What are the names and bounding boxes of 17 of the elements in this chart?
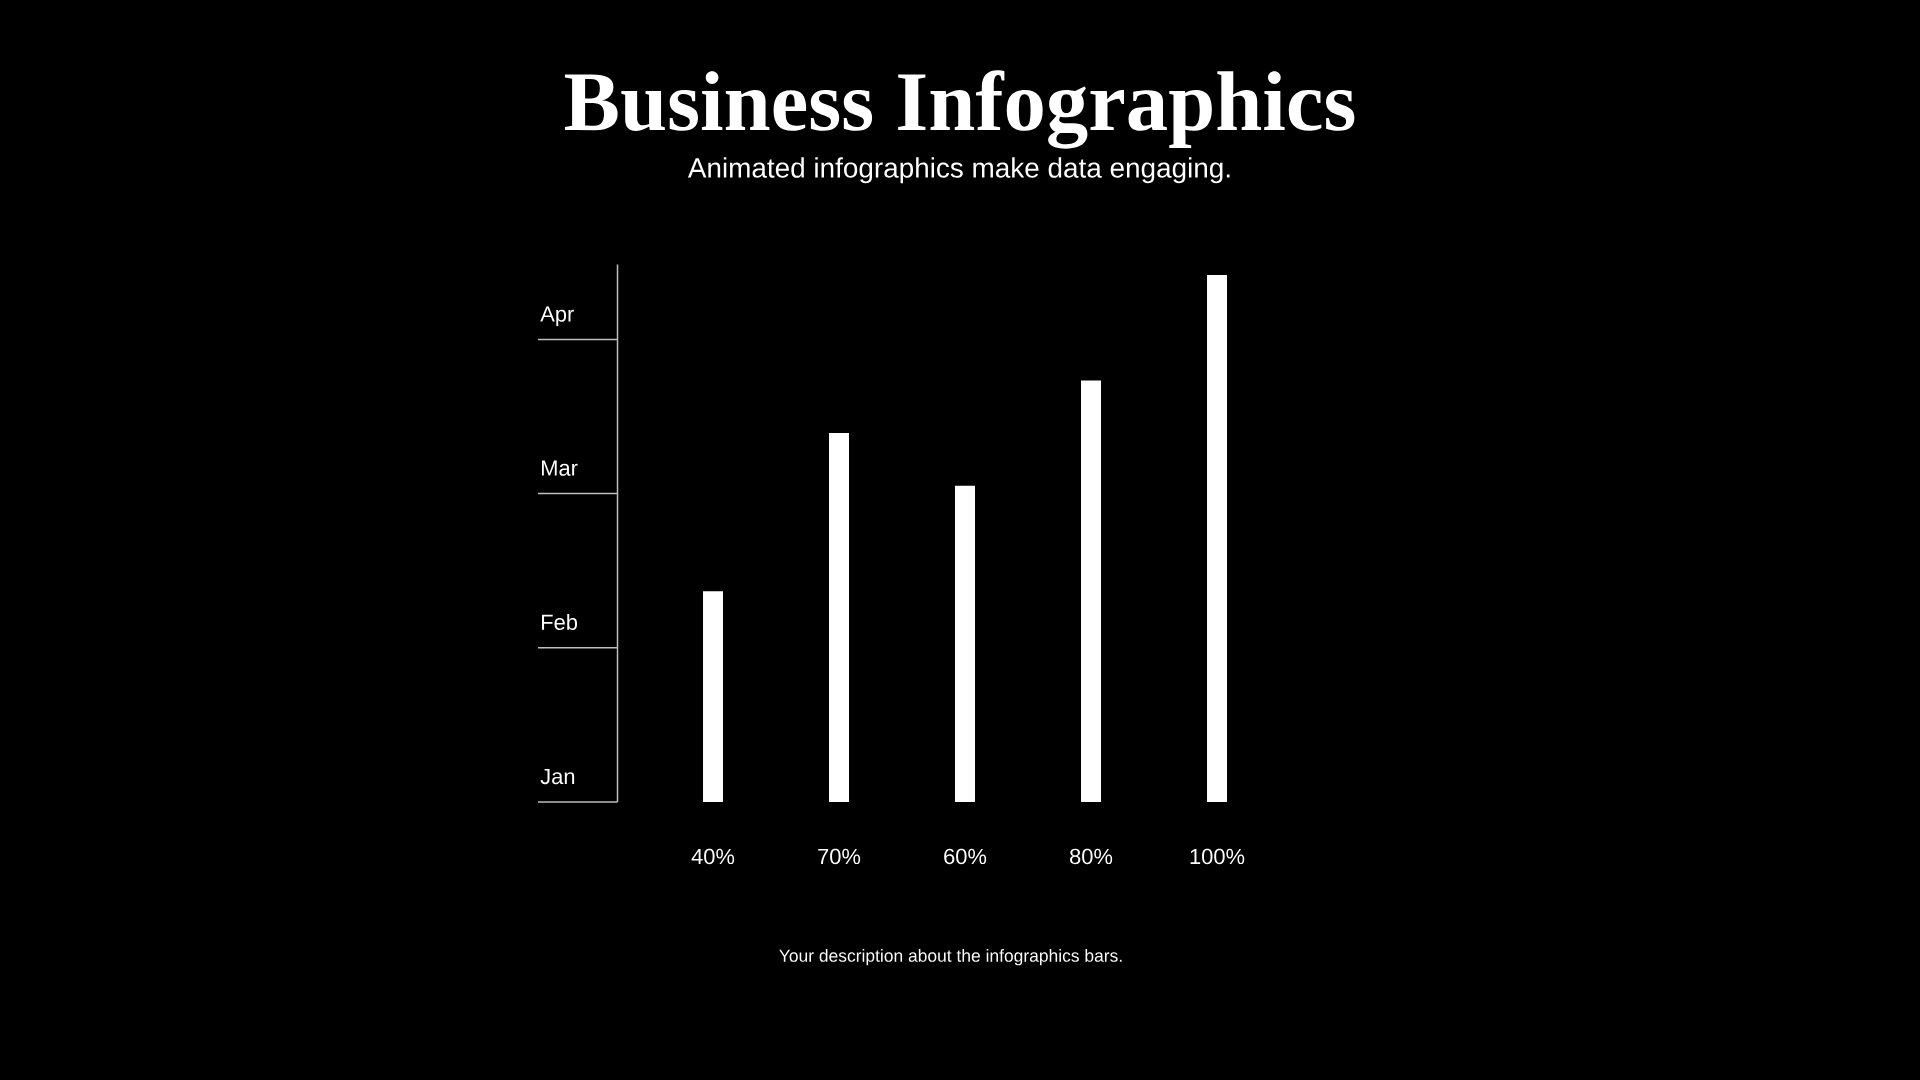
text: Jan: [540, 768, 575, 785]
text: Your description about the infographics bars.: [779, 949, 1122, 966]
text: Mar: [542, 460, 578, 476]
bar: [1081, 380, 1102, 802]
text: Apr: [540, 306, 574, 327]
chart-title: Business Infographics: [564, 70, 1355, 149]
data-label: 70%: [818, 848, 861, 865]
bar: [1207, 274, 1228, 802]
bar: [829, 433, 850, 802]
chart-subtitle: Animated infographics make data engaging.: [687, 157, 1230, 184]
bar: [955, 485, 976, 802]
data-label: 60%: [944, 848, 987, 865]
data-label: 100%: [1190, 848, 1245, 865]
text: Feb: [542, 613, 578, 631]
bar: [703, 591, 724, 802]
data-label: 40%: [691, 848, 735, 865]
data-label: 80%: [1070, 848, 1113, 865]
